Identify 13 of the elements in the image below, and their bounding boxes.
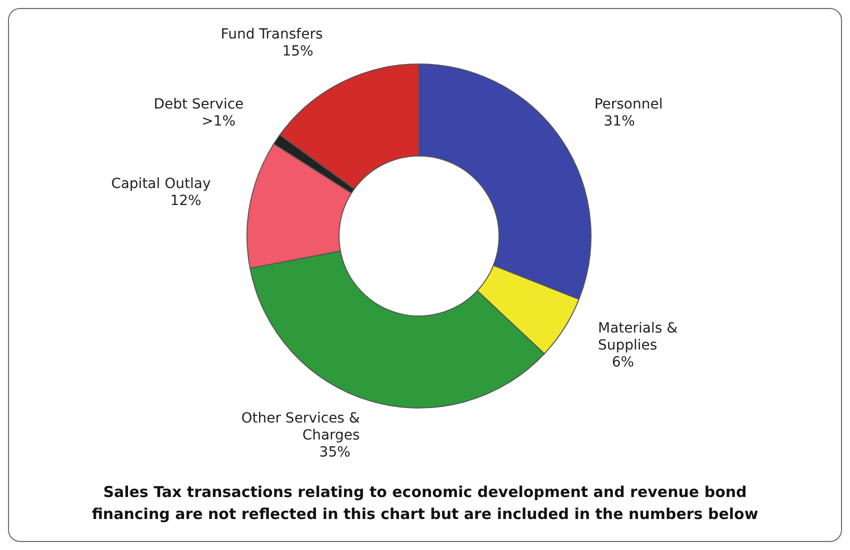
data-label: 31% — [604, 113, 635, 130]
data-label: >1% — [202, 113, 236, 130]
data-label: 15% — [282, 44, 314, 60]
slice-label: Other Services & Charges — [241, 410, 360, 444]
slice-label: Personnel — [594, 96, 663, 112]
data-label: 6% — [612, 354, 634, 371]
slice-label: Materials & Supplies — [598, 320, 678, 354]
slice-label: Capital Outlay — [111, 176, 211, 192]
slice-label: Debt Service — [154, 96, 244, 112]
data-label: 12% — [170, 192, 202, 209]
data-label: 35% — [319, 444, 350, 461]
text: Sales Tax transactions relating to economic development and revenue bond financing are not reflected in this chart but are included in the numbers below — [90, 482, 760, 525]
slice-label: Fund Transfers — [220, 26, 323, 43]
